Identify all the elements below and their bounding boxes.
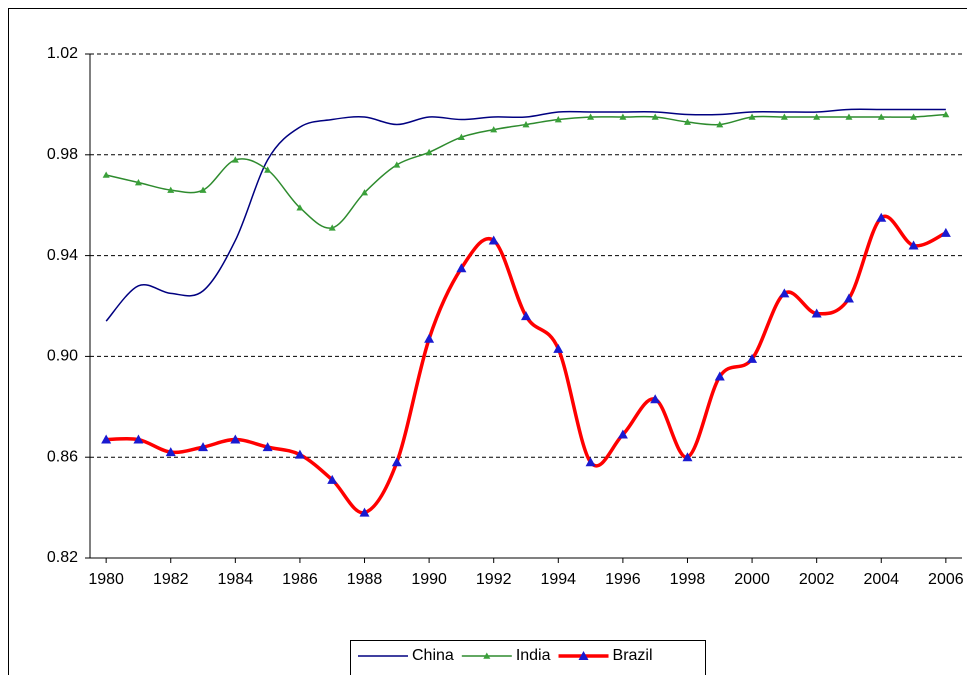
legend-label: China: [412, 647, 454, 664]
point-marker: [488, 235, 499, 245]
point-marker: [908, 240, 919, 250]
point-marker: [393, 161, 401, 168]
point-marker: [296, 204, 304, 211]
point-marker: [198, 442, 209, 452]
chart-frame: [8, 8, 967, 675]
point-marker: [651, 113, 659, 120]
point-marker: [262, 442, 273, 452]
point-marker: [747, 353, 758, 363]
point-marker: [133, 434, 144, 444]
point-marker: [391, 457, 402, 467]
legend-box: [350, 640, 706, 675]
point-marker: [587, 113, 595, 120]
y-tick-label: 0.82: [47, 549, 78, 566]
point-marker: [843, 293, 854, 303]
point-marker: [748, 113, 756, 120]
point-marker: [424, 333, 435, 343]
x-tick-label: 1980: [88, 571, 124, 588]
y-tick-label: 0.94: [47, 247, 78, 264]
point-marker: [942, 110, 950, 118]
legend-marker: [483, 652, 491, 659]
point-marker: [328, 224, 336, 231]
point-marker: [165, 447, 176, 457]
x-tick-label: 2000: [734, 571, 770, 588]
point-marker: [456, 263, 467, 273]
x-tick-label: 2002: [799, 571, 835, 588]
series-line: [105, 108, 946, 322]
legend-label: India: [516, 647, 551, 664]
point-marker: [264, 166, 272, 173]
point-marker: [877, 113, 885, 120]
x-tick-label: 1996: [605, 571, 641, 588]
point-marker: [683, 118, 691, 125]
x-tick-label: 1986: [282, 571, 318, 588]
point-marker: [811, 308, 822, 318]
legend-marker: [578, 651, 589, 660]
point-marker: [167, 186, 175, 193]
x-tick-label: 2006: [928, 571, 964, 588]
point-marker: [940, 227, 951, 237]
x-tick-label: 2004: [863, 571, 899, 588]
point-marker: [425, 148, 433, 156]
x-tick-label: 1992: [476, 571, 512, 588]
point-marker: [779, 288, 790, 298]
y-tick-label: 0.90: [47, 348, 78, 365]
point-marker: [101, 434, 112, 444]
point-marker: [585, 457, 596, 467]
point-marker: [682, 452, 693, 462]
point-marker: [554, 116, 562, 123]
point-marker: [910, 113, 918, 120]
y-tick-label: 1.02: [47, 45, 78, 62]
x-tick-label: 1982: [153, 571, 189, 588]
point-marker: [650, 394, 661, 404]
point-marker: [102, 171, 110, 178]
point-marker: [199, 186, 207, 193]
point-marker: [230, 434, 241, 444]
point-marker: [813, 113, 821, 120]
point-marker: [553, 343, 564, 353]
point-marker: [457, 133, 465, 140]
x-tick-label: 1998: [670, 571, 706, 588]
point-marker: [617, 429, 628, 439]
point-marker: [522, 121, 530, 128]
x-tick-label: 1984: [218, 571, 254, 588]
x-tick-label: 1994: [540, 571, 576, 588]
point-marker: [294, 449, 305, 459]
point-marker: [134, 179, 142, 186]
series-line: [106, 214, 947, 515]
y-tick-label: 0.86: [47, 448, 78, 465]
point-marker: [521, 311, 531, 321]
point-marker: [714, 371, 725, 381]
point-marker: [716, 121, 724, 128]
point-marker: [327, 474, 338, 484]
point-marker: [780, 113, 788, 120]
point-marker: [359, 507, 370, 517]
x-tick-label: 1990: [411, 571, 447, 588]
point-marker: [619, 113, 627, 120]
point-marker: [361, 189, 369, 196]
x-tick-label: 1988: [347, 571, 383, 588]
point-marker: [490, 126, 498, 133]
point-marker: [876, 212, 887, 222]
y-tick-label: 0.98: [47, 146, 78, 163]
legend-label: Brazil: [613, 647, 653, 664]
point-marker: [845, 113, 853, 120]
point-marker: [231, 156, 239, 163]
